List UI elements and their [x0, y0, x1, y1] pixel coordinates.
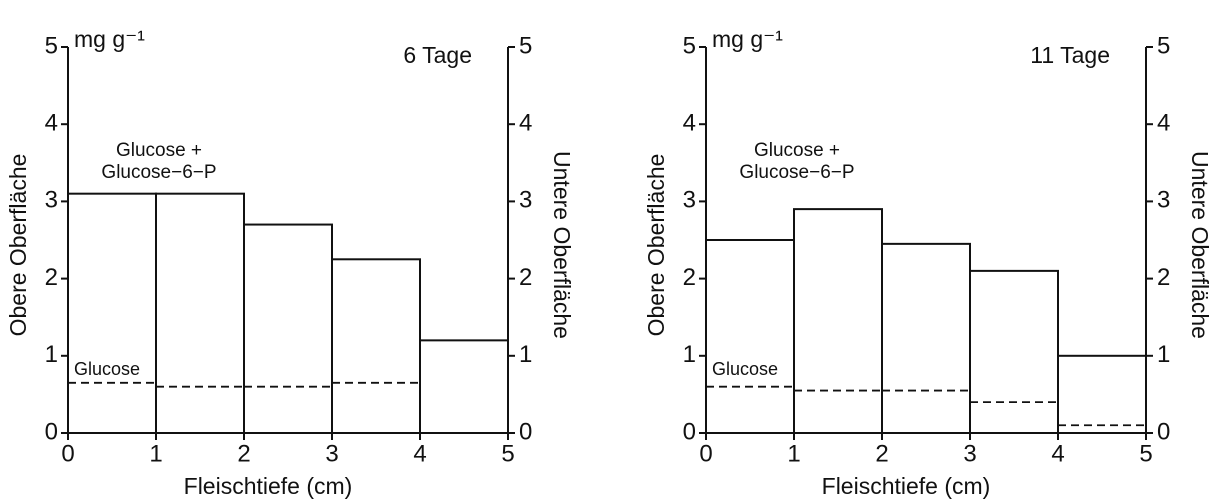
y2-tick-label: 2: [1157, 264, 1170, 291]
series-label: Glucose: [74, 359, 140, 379]
chart-title: 6 Tage: [403, 42, 472, 68]
y2-tick-label: 5: [1157, 32, 1170, 59]
chart-title: 11 Tage: [1030, 42, 1110, 68]
y-tick-label: 0: [683, 418, 696, 445]
bar: [67, 192, 157, 434]
x-tick-label: 2: [875, 440, 888, 467]
y-axis-label: Obere Oberfläche: [643, 154, 669, 337]
y2-tick-label: 4: [1157, 110, 1170, 137]
series-label: Glucose + Glucose−6−P: [739, 140, 855, 183]
y-tick-label: 4: [45, 110, 58, 137]
y2-tick-label: 2: [519, 264, 532, 291]
bar: [331, 258, 421, 434]
y-tick-label: 1: [683, 341, 696, 368]
bar: [881, 242, 971, 434]
x-tick-label: 0: [699, 440, 712, 467]
bar: [705, 239, 795, 434]
bar: [793, 208, 883, 434]
x-tick-label: 3: [325, 440, 338, 467]
y2-tick-label: 5: [519, 32, 532, 59]
x-axis-label: Fleischtiefe (cm): [822, 473, 991, 499]
bar: [1057, 354, 1147, 434]
x-tick-label: 2: [237, 440, 250, 467]
y-tick-label: 0: [45, 418, 58, 445]
y-unit: mg g⁻¹: [74, 26, 145, 52]
y2-tick-label: 1: [1157, 341, 1170, 368]
y2-axis-label: Untere Oberfläche: [1187, 151, 1211, 339]
x-tick-label: 1: [149, 440, 162, 467]
y2-axis-label: Untere Oberfläche: [549, 151, 575, 339]
bar: [155, 192, 245, 434]
series-label: Glucose + Glucose−6−P: [101, 140, 217, 183]
x-tick-label: 4: [413, 440, 426, 467]
y-tick-label: 2: [45, 264, 58, 291]
x-tick-label: 3: [963, 440, 976, 467]
y-tick-label: 4: [683, 110, 696, 137]
y-tick-label: 5: [683, 32, 696, 59]
y2-tick-label: 3: [1157, 187, 1170, 214]
bar: [243, 223, 333, 434]
y2-tick-label: 0: [519, 418, 532, 445]
y2-tick-label: 3: [519, 187, 532, 214]
bar: [969, 269, 1059, 434]
y2-tick-label: 4: [519, 110, 532, 137]
y-unit: mg g⁻¹: [712, 26, 783, 52]
y-tick-label: 2: [683, 264, 696, 291]
y-tick-label: 3: [45, 187, 58, 214]
bar: [419, 339, 509, 434]
y-tick-label: 5: [45, 32, 58, 59]
y-tick-label: 3: [683, 187, 696, 214]
y2-tick-label: 1: [519, 341, 532, 368]
x-tick-label: 0: [61, 440, 74, 467]
x-tick-label: 5: [1139, 440, 1152, 467]
x-axis-label: Fleischtiefe (cm): [184, 473, 353, 499]
y-tick-label: 1: [45, 341, 58, 368]
x-tick-label: 5: [501, 440, 514, 467]
y2-tick-label: 0: [1157, 418, 1170, 445]
series-label: Glucose: [712, 359, 778, 379]
x-tick-label: 1: [787, 440, 800, 467]
x-tick-label: 4: [1051, 440, 1064, 467]
y-axis-label: Obere Oberfläche: [5, 154, 31, 337]
